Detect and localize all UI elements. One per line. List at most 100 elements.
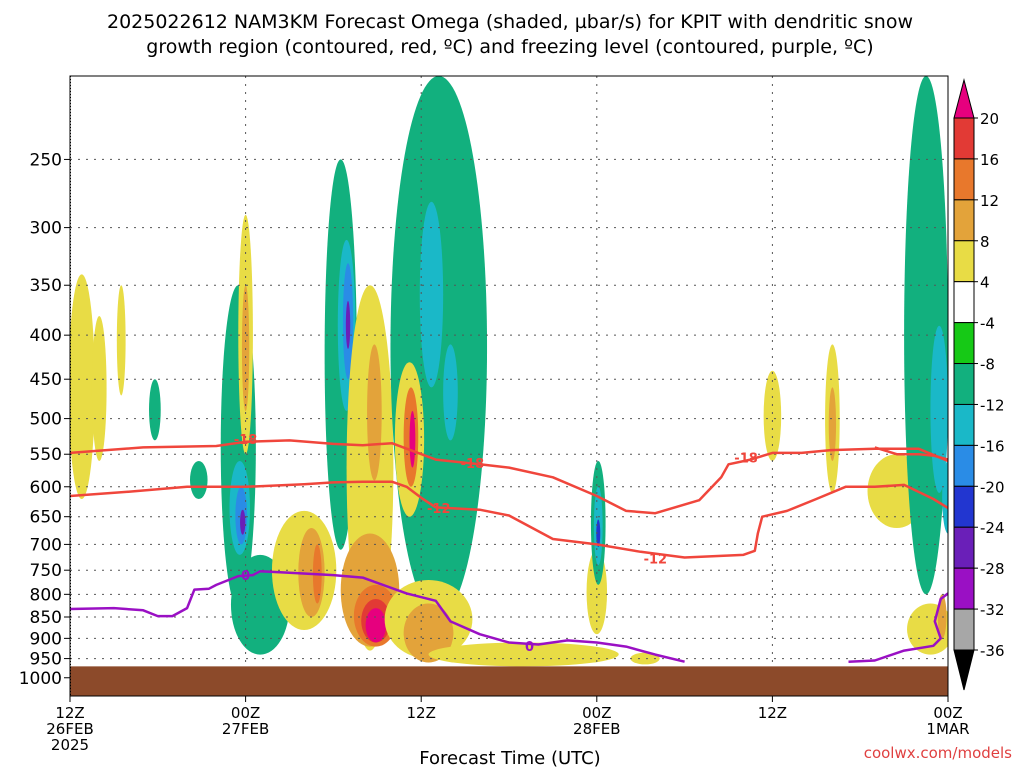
colorbar-label: -4 xyxy=(980,315,995,333)
y-tick-label: 350 xyxy=(30,276,62,296)
colorbar-top-triangle xyxy=(953,78,975,119)
colorbar-label: 8 xyxy=(980,233,990,251)
colorbar-bin xyxy=(953,526,975,569)
contour-label: -18 xyxy=(734,452,758,467)
colorbar-label: -32 xyxy=(980,601,1005,619)
colorbar-bin xyxy=(953,444,975,487)
x-tick-label: 00Z xyxy=(582,704,611,722)
x-tick-label: 12Z xyxy=(407,704,436,722)
omega-region xyxy=(403,603,454,663)
colorbar-label: -20 xyxy=(980,478,1005,496)
omega-region xyxy=(409,411,416,468)
colorbar: 20 16 12 8 4 -4 -8 -12 -16 -20 -24 -28 -32 -36 xyxy=(953,78,1005,691)
omega-shading xyxy=(70,76,948,667)
y-tick-label: 500 xyxy=(30,410,62,430)
colorbar-label: -16 xyxy=(980,437,1005,455)
colorbar-label: 12 xyxy=(980,192,999,210)
colorbar-bin xyxy=(953,240,975,283)
y-tick-label: 800 xyxy=(30,585,62,605)
y-tick-label: 450 xyxy=(30,370,62,390)
omega-region xyxy=(116,285,126,396)
y-tick-label: 850 xyxy=(30,608,62,628)
omega-region xyxy=(189,460,208,500)
colorbar-bin xyxy=(953,363,975,405)
contour-label: -18 xyxy=(234,433,258,448)
x-tick-label: 27FEB xyxy=(222,720,269,738)
contours: -18 -18 -18 -12 -12 0 0 xyxy=(70,433,948,663)
colorbar-bin xyxy=(953,322,975,365)
colorbar-label: -24 xyxy=(980,519,1005,537)
x-tick-label: 12Z xyxy=(55,704,84,722)
y-tick-label: 300 xyxy=(30,219,62,239)
y-tick-label: 600 xyxy=(30,478,62,498)
colorbar-bin xyxy=(953,485,975,528)
y-axis: 2503003504004505005506006507007508008509… xyxy=(19,150,70,689)
colorbar-label: 20 xyxy=(980,110,999,128)
omega-region xyxy=(443,344,458,441)
omega-region xyxy=(240,509,246,535)
x-axis-title: Forecast Time (UTC) xyxy=(419,748,600,768)
y-tick-label: 750 xyxy=(30,561,62,581)
y-tick-label: 400 xyxy=(30,326,62,346)
colorbar-bin xyxy=(953,199,975,242)
colorbar-bin xyxy=(953,567,975,610)
dgz-contour xyxy=(70,480,948,559)
x-tick-label: 1MAR xyxy=(926,720,969,738)
colorbar-label: 16 xyxy=(980,151,999,169)
colorbar-bin xyxy=(953,158,975,201)
colorbar-label: -8 xyxy=(980,356,995,374)
contour-label: 0 xyxy=(525,640,534,655)
contour-label: -12 xyxy=(427,502,451,517)
omega-region xyxy=(942,460,948,534)
omega-region xyxy=(149,379,161,441)
x-tick-label: 28FEB xyxy=(573,720,620,738)
dgz-contour xyxy=(874,446,948,461)
colorbar-label: -36 xyxy=(980,642,1005,660)
omega-region xyxy=(367,344,382,481)
omega-region xyxy=(70,274,95,499)
omega-region xyxy=(930,325,948,493)
omega-region xyxy=(763,370,782,461)
chart-title-line-2: growth region (contoured, red, ºC) and f… xyxy=(146,36,873,58)
colorbar-bin xyxy=(953,608,975,651)
omega-region xyxy=(345,300,351,349)
y-tick-label: 950 xyxy=(30,650,62,670)
plot-background xyxy=(70,76,948,696)
colorbar-label: -12 xyxy=(980,396,1005,414)
colorbar-bottom-triangle xyxy=(953,649,975,691)
x-tick-label: 26FEB xyxy=(46,720,93,738)
x-tick-label: 2025 xyxy=(51,736,89,754)
y-tick-label: 550 xyxy=(30,445,62,465)
dgz-contour xyxy=(70,439,948,515)
colorbar-label: 4 xyxy=(980,274,990,292)
y-tick-label: 900 xyxy=(30,629,62,649)
colorbar-bin xyxy=(953,403,975,446)
omega-region xyxy=(828,387,837,461)
freezing-level-contour xyxy=(848,592,948,663)
colorbar-label: -28 xyxy=(980,560,1005,578)
freezing-level-contour xyxy=(70,569,685,663)
contour-label: -12 xyxy=(644,553,668,568)
y-tick-label: 700 xyxy=(30,535,62,555)
y-tick-label: 250 xyxy=(30,150,62,170)
x-tick-label: 00Z xyxy=(231,704,260,722)
omega-region xyxy=(91,315,107,461)
x-tick-label: 00Z xyxy=(933,704,962,722)
x-tick-label: 12Z xyxy=(758,704,787,722)
y-tick-label: 1000 xyxy=(19,669,62,689)
omega-region xyxy=(630,652,660,665)
colorbar-bin xyxy=(953,117,975,160)
y-tick-label: 650 xyxy=(30,508,62,528)
omega-region xyxy=(428,642,619,667)
plot-area: -18 -18 -18 -12 -12 0 0 xyxy=(69,75,949,697)
omega-region xyxy=(365,608,387,643)
omega-region xyxy=(419,201,444,388)
colorbar-bin xyxy=(953,281,975,324)
ground-surface xyxy=(70,666,948,696)
contour-label: 0 xyxy=(241,569,250,584)
contour-label: -18 xyxy=(461,457,485,472)
chart-title-line-1: 2025022612 NAM3KM Forecast Omega (shaded… xyxy=(107,11,913,33)
credit-text[interactable]: coolwx.com/models xyxy=(864,744,1012,762)
